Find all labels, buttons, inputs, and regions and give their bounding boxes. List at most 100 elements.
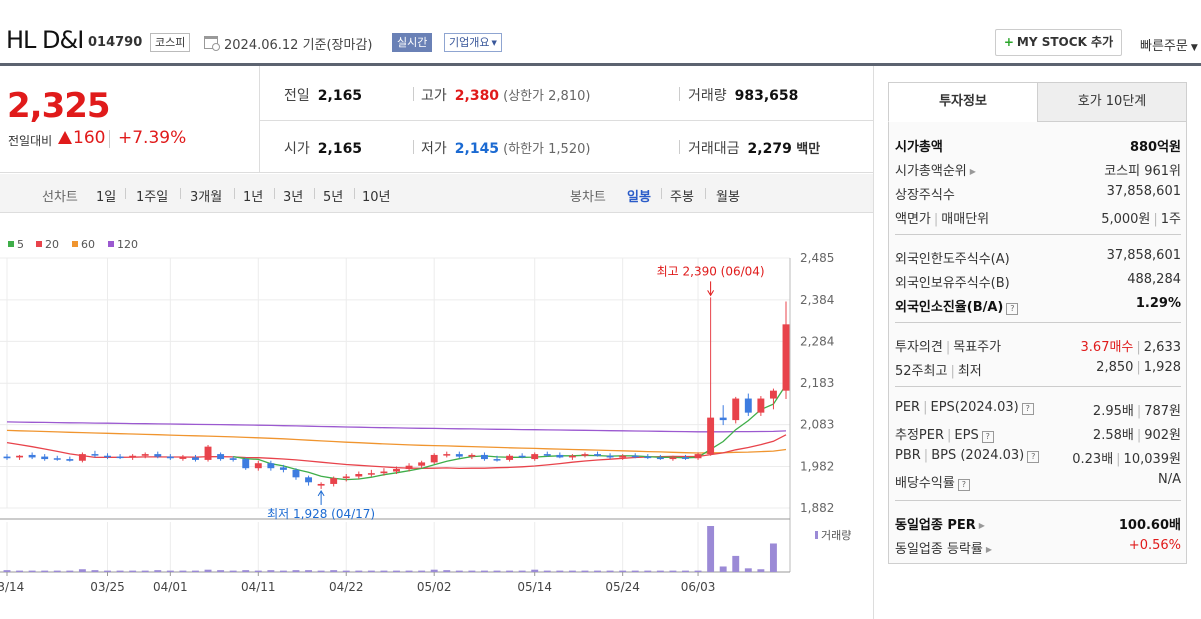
volume-bar [405, 570, 413, 572]
volume-bar [594, 570, 601, 572]
candle-body [480, 454, 488, 460]
divider [259, 120, 873, 121]
divider [661, 188, 662, 199]
help-icon[interactable]: ? [1006, 303, 1019, 315]
candle-body [568, 455, 576, 458]
eps-label: EPS(2024.03) [930, 400, 1019, 415]
candle-body [104, 455, 111, 458]
separator: | [950, 364, 955, 379]
volume-bar [78, 569, 86, 572]
help-icon[interactable]: ? [981, 431, 994, 443]
volume-bar [744, 568, 752, 572]
period-5y[interactable]: 5년 [323, 190, 344, 205]
volume-bar [292, 570, 300, 572]
company-overview-label: 기업개요 [449, 36, 490, 49]
period-1d[interactable]: 1일 [96, 190, 117, 205]
separator: | [923, 400, 928, 415]
divider [895, 386, 1181, 387]
tab-orderbook[interactable]: 호가 10단계 [1037, 82, 1187, 122]
candle-body [769, 390, 777, 399]
candle-body [242, 459, 250, 469]
candle-body [543, 454, 551, 456]
candle-body [644, 456, 652, 459]
x-tick-label: 04/22 [329, 580, 364, 594]
candle-body [317, 483, 325, 486]
volume-bar [129, 570, 137, 572]
period-1w[interactable]: 1주일 [136, 190, 169, 205]
candle-weekly[interactable]: 주봉 [670, 190, 694, 205]
candle-body [594, 454, 601, 456]
candle-chart-label: 봉차트 [570, 190, 606, 205]
volume-bar [254, 570, 262, 572]
candle-body [656, 457, 664, 460]
company-overview-dropdown[interactable]: 기업개요 ▼ [444, 33, 502, 52]
volume-bar [53, 570, 61, 572]
help-icon[interactable]: ? [1027, 451, 1040, 463]
period-3y[interactable]: 3년 [283, 190, 304, 205]
w52-low-value: 1,928 [1143, 360, 1181, 375]
x-tick-label: 03/25 [90, 580, 125, 594]
candle-body [468, 454, 476, 457]
candle-daily[interactable]: 일봉 [627, 190, 651, 205]
candle-body [217, 454, 225, 460]
info-row-est-per: 추정PER | EPS? 2.58배 | 902원 [895, 424, 1181, 444]
info-row-industry-rate[interactable]: 동일업종 등락률 ▶ +0.56% [895, 538, 1181, 558]
candle-body [682, 457, 689, 459]
foreign-hold-value: 488,284 [1127, 272, 1181, 287]
volume-bar [455, 570, 463, 572]
add-my-stock-button[interactable]: + MY STOCK 추가 [995, 29, 1122, 56]
volume-bar [694, 570, 702, 572]
period-10y[interactable]: 10년 [362, 190, 391, 205]
legend-swatch [8, 241, 14, 247]
volume-bar [719, 566, 727, 572]
volume-bar [28, 570, 36, 572]
period-1y[interactable]: 1년 [243, 190, 264, 205]
candle-body [556, 454, 564, 458]
info-row-dividend: 배당수익률? N/A [895, 472, 1181, 492]
quick-order-dropdown[interactable]: 빠른주문 ▼ [1140, 35, 1198, 54]
stock-code: 014790 [88, 35, 143, 50]
volume-bar [418, 570, 426, 572]
info-row-52w: 52주최고 | 최저 2,850 | 1,928 [895, 360, 1181, 380]
y-tick-label: 1,982 [800, 460, 834, 474]
volume-label: 거래량 [688, 88, 727, 104]
legend-swatch [72, 241, 78, 247]
header-divider [0, 63, 1201, 66]
period-3m[interactable]: 3개월 [190, 190, 223, 205]
opinion-value: 3.67매수 [1080, 340, 1134, 355]
divider [679, 87, 680, 101]
help-icon[interactable]: ? [957, 479, 970, 491]
x-tick-label: 04/01 [153, 580, 188, 594]
divider [354, 188, 355, 199]
candle-monthly[interactable]: 월봉 [716, 190, 740, 205]
info-row-industry-per[interactable]: 동일업종 PER ▶ 100.60배 [895, 514, 1181, 534]
price-change-pct: +7.39% [118, 128, 187, 148]
dividend-value: N/A [1158, 472, 1181, 487]
candle-body [141, 454, 149, 456]
price-change-value: 160 [73, 128, 106, 148]
divider [314, 188, 315, 199]
volume-bar [531, 569, 539, 572]
line-chart-label: 선차트 [42, 190, 78, 205]
info-row-cap-rank[interactable]: 시가총액순위 ▶ 코스피 961위 [895, 160, 1181, 180]
volume-bar [279, 570, 287, 572]
target-label: 목표주가 [953, 340, 1002, 355]
price-summary: 2,325 전일대비 160 +7.39% 전일 2,165 고가 2,380 (상한… [0, 66, 873, 173]
foreign-hold-label: 외국인보유주식수(B) [895, 276, 1010, 291]
info-row-shares: 상장주식수 37,858,601 [895, 184, 1181, 204]
amount-unit: 백만 [796, 142, 821, 157]
divider [895, 322, 1181, 323]
realtime-button[interactable]: 실시간 [392, 33, 433, 52]
x-tick-label: 04/11 [241, 580, 276, 594]
volume-bar [229, 570, 237, 572]
volume-bar [757, 569, 765, 572]
volume-bar [631, 570, 639, 572]
w52-high-label: 52주최고 [895, 364, 948, 379]
candle-body [380, 471, 388, 474]
tab-investment-info[interactable]: 투자정보 [888, 82, 1038, 122]
par-value: 5,000원 [1101, 212, 1151, 227]
y-tick-label: 2,183 [800, 376, 834, 390]
volume-bar [430, 569, 438, 572]
help-icon[interactable]: ? [1021, 403, 1034, 415]
volume-bar [606, 570, 614, 572]
